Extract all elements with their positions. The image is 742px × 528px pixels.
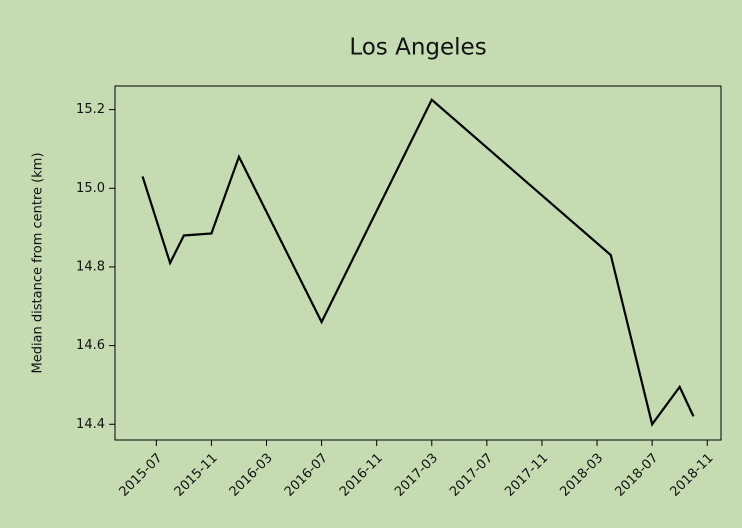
chart-title: Los Angeles [349,35,486,61]
plot-frame [114,85,722,441]
y-tick-label: 14.4 [76,417,105,432]
line [141,98,695,427]
y-axis-label: Median distance from centre (km) [31,152,46,373]
y-tick-label: 14.6 [76,338,105,353]
y-tick-label: 14.8 [76,259,105,274]
y-tick-label: 15.0 [76,181,105,196]
y-tick-label: 15.2 [76,102,105,117]
